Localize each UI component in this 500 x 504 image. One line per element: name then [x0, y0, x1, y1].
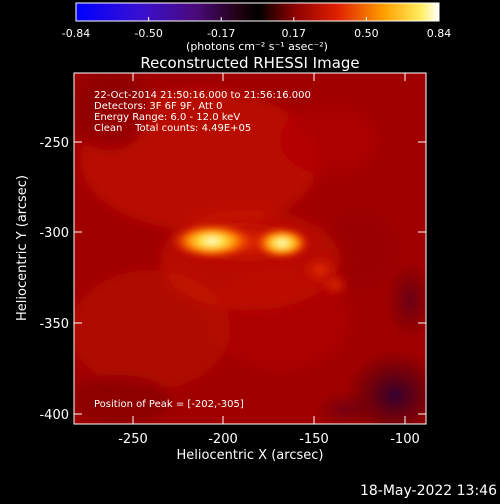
peak-position-text: Position of Peak = [-202,-305]	[94, 399, 244, 410]
plot-frame	[73, 72, 427, 425]
colorbar-tick-label: 0.50	[354, 27, 379, 40]
x-axis-ticks	[132, 73, 406, 424]
y-tick-label: -350	[39, 317, 69, 332]
x-tick-label: -100	[390, 432, 420, 447]
y-tick-label: -300	[39, 226, 69, 241]
info-line: Detectors: 3F 6F 9F, Att 0	[94, 101, 222, 112]
x-tick-label: -250	[118, 432, 148, 447]
colorbar-tick-label: 0.17	[282, 27, 307, 40]
colorbar-tick-label: -0.17	[207, 27, 235, 40]
colorbar-unit-label: (photons cm⁻² s⁻¹ asec⁻²)	[186, 40, 328, 53]
footer-timestamp: 18-May-2022 13:46	[360, 483, 497, 499]
y-tick-label: -250	[39, 136, 69, 151]
colorbar-tick-label: 0.84	[427, 27, 452, 40]
y-tick-label: -400	[39, 408, 69, 423]
colorbar-tick-label: -0.50	[134, 27, 162, 40]
info-line: 22-Oct-2014 21:50:16.000 to 21:56:16.000	[94, 90, 311, 101]
x-tick-label: -200	[208, 432, 238, 447]
colorbar	[75, 2, 440, 22]
info-line: Energy Range: 6.0 - 12.0 keV	[94, 112, 240, 123]
colorbar-tick-label: -0.84	[62, 27, 90, 40]
x-axis-label: Heliocentric X (arcsec)	[177, 448, 324, 463]
heatmap-image	[74, 73, 426, 424]
source-peak-secondary	[254, 227, 310, 259]
x-tick-label: -150	[299, 432, 329, 447]
colorbar-ticks	[75, 17, 440, 21]
y-axis-label: Heliocentric Y (arcsec)	[15, 175, 30, 321]
y-axis-ticks	[74, 141, 426, 415]
info-line: Clean Total counts: 4.49E+05	[94, 123, 251, 134]
source-peak-main	[170, 223, 254, 259]
chart-title: Reconstructed RHESSI Image	[140, 54, 359, 72]
